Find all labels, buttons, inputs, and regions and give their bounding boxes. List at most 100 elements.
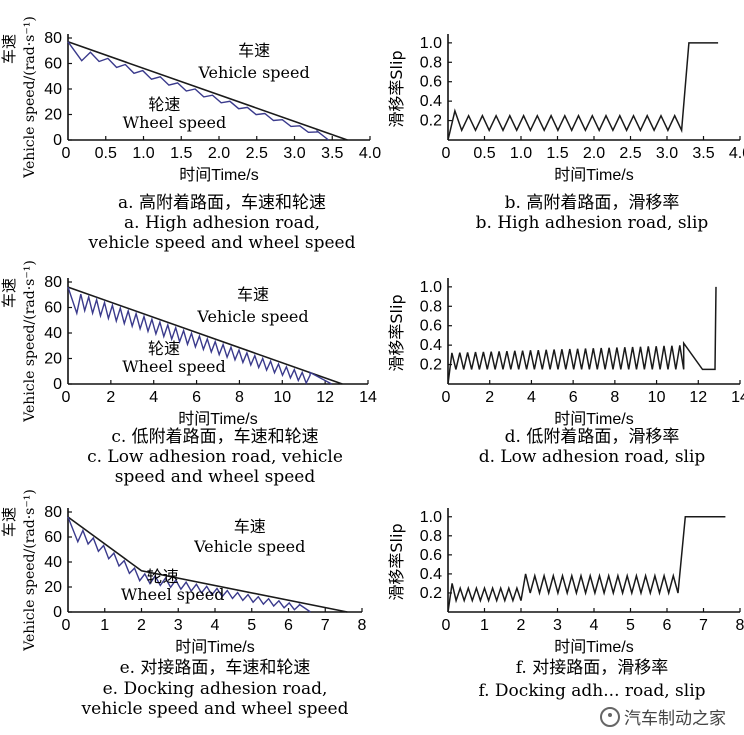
x-tick-label: 2.0 — [583, 145, 605, 162]
vehicle-speed-annotation: Vehicle speed — [197, 63, 309, 82]
x-tick-label: 2 — [137, 617, 146, 634]
vehicle-speed-annotation-cn: 车速 — [234, 517, 266, 536]
y-tick-label: 60 — [44, 529, 62, 546]
x-tick-label-origin: 0 — [62, 617, 71, 634]
wheel-speed-annotation-cn: 轮速 — [148, 95, 180, 114]
y-tick-label: 0.4 — [420, 566, 442, 583]
y-axis-label: 滑移率Slip — [387, 294, 406, 371]
caption-cn: a. 高附着路面，车速和轮速 — [118, 193, 326, 213]
y-axis-label: 滑移率Slip — [387, 523, 406, 600]
y-tick-label: 0.6 — [420, 74, 442, 91]
x-tick-label: 3.0 — [283, 145, 305, 162]
x-tick-label: 6 — [569, 389, 578, 406]
x-tick-label: 3 — [174, 617, 183, 634]
y-tick-label: 0.2 — [420, 357, 442, 374]
x-tick-label: 12 — [689, 389, 707, 406]
y-tick-label: 40 — [44, 554, 62, 571]
y-tick-label: 0 — [53, 376, 62, 393]
chart-panel-f: 1 2 3 4 5 6 7 8 00.2 0.4 0.6 0.8 1.0 时间Time/s 滑移率Slip f… — [387, 508, 744, 701]
x-tick-label: 1.5 — [546, 145, 568, 162]
x-tick-label: 14 — [359, 389, 377, 406]
caption-en-1: a. High adhesion road, — [124, 213, 320, 233]
vehicle-speed-line — [67, 41, 348, 141]
x-tick-label-origin: 0 — [62, 145, 71, 162]
y-tick-label: 60 — [44, 300, 62, 317]
y-tick-label: 80 — [44, 504, 62, 521]
y-tick-label: 60 — [44, 56, 62, 73]
vehicle-speed-annotation-cn: 车速 — [238, 41, 270, 60]
x-tick-label: 2 — [517, 617, 526, 634]
x-tick-label: 1.0 — [510, 145, 532, 162]
x-tick-label: 12 — [316, 389, 334, 406]
y-tick-label: 0 — [53, 132, 62, 149]
y-axis-label-cn: 车速 — [0, 34, 18, 64]
x-tick-label: 3 — [553, 617, 562, 634]
x-tick-label: 0.5 — [473, 145, 495, 162]
wheel-speed-annotation: Wheel speed — [122, 357, 226, 376]
wheel-speed-annotation: Wheel speed — [121, 585, 225, 604]
y-tick-label: 40 — [44, 325, 62, 342]
wheel-speed-annotation: Wheel speed — [123, 113, 227, 132]
caption-cn: d. 低附着路面，滑移率 — [505, 427, 680, 447]
x-tick-label: 4.0 — [359, 145, 381, 162]
x-tick-label: 1.5 — [170, 145, 192, 162]
caption-en-2: vehicle speed and wheel speed — [88, 233, 356, 253]
y-axis-label: Vehicle speed/(rad·s⁻¹) — [22, 260, 38, 423]
wheel-speed-line — [67, 286, 332, 385]
x-tick-label: 10 — [273, 389, 291, 406]
x-tick-label: 2.5 — [619, 145, 641, 162]
x-tick-label: 7 — [699, 617, 708, 634]
x-axis-label: 时间Time/s — [554, 166, 633, 184]
y-tick-label: 20 — [44, 351, 62, 368]
x-tick-label: 6 — [663, 617, 672, 634]
y-tick-label: 0.8 — [420, 298, 442, 315]
y-axis-label: Vehicle speed/(rad·s⁻¹) — [22, 16, 38, 179]
y-tick-label: 0.4 — [420, 337, 442, 354]
caption-cn: c. 低附着路面，车速和轮速 — [111, 427, 318, 447]
vehicle-speed-line — [67, 286, 343, 385]
x-tick-label: 8 — [358, 617, 367, 634]
y-tick-label: 0.2 — [420, 113, 442, 130]
watermark-text: 汽车制动之家 — [624, 709, 726, 729]
x-tick-label: 5 — [626, 617, 635, 634]
slip-line — [447, 286, 717, 385]
x-tick-label: 4 — [590, 617, 599, 634]
wheel-speed-annotation-cn: 轮速 — [148, 339, 180, 358]
x-tick-label: 3.5 — [692, 145, 714, 162]
x-axis-label: 时间Time/s — [178, 410, 257, 428]
x-axis-label: 时间Time/s — [554, 410, 633, 428]
y-axis-label-cn: 车速 — [0, 507, 18, 537]
slip-line — [447, 42, 719, 141]
caption-cn: f. 对接路面，滑移率 — [516, 658, 669, 678]
x-axis-label: 时间Time/s — [179, 166, 258, 184]
x-tick-label: 4 — [527, 389, 536, 406]
x-tick-label-origin: 0 — [62, 389, 71, 406]
chart-panel-b: 0.5 1.0 1.5 2.0 2.5 3.0 3.5 4.0 00.2 0.4 0.6 0.8 1.0… — [387, 34, 744, 233]
caption-en-1: e. Docking adhesion road, — [103, 679, 328, 699]
y-tick-label: 0.8 — [420, 54, 442, 71]
x-tick-label: 14 — [731, 389, 744, 406]
x-tick-label: 6 — [284, 617, 293, 634]
x-tick-label: 2 — [485, 389, 494, 406]
y-tick-label: 0.6 — [420, 318, 442, 335]
y-tick-label: 80 — [44, 274, 62, 291]
vehicle-speed-annotation: Vehicle speed — [196, 307, 308, 326]
caption-cn: b. 高附着路面，滑移率 — [505, 193, 680, 213]
x-tick-label-origin: 0 — [442, 145, 451, 162]
y-tick-label: 0.6 — [420, 547, 442, 564]
wheel-speed-line — [67, 516, 311, 613]
x-tick-label: 1 — [100, 617, 109, 634]
chart-panel-a: 0.5 1.0 1.5 2.0 2.5 3.0 3.5 4.0 00 20 40 60 80 时间Time… — [0, 16, 381, 253]
x-axis-label: 时间Time/s — [175, 638, 254, 656]
y-axis-label: Vehicle speed/(rad·s⁻¹) — [22, 489, 38, 652]
caption-en-1: b. High adhesion road, slip — [476, 213, 709, 233]
x-tick-label-origin: 0 — [442, 617, 451, 634]
vehicle-speed-line — [67, 516, 348, 613]
y-tick-label: 1.0 — [420, 35, 442, 52]
y-tick-label: 20 — [44, 579, 62, 596]
y-tick-label: 20 — [44, 107, 62, 124]
x-tick-label: 7 — [321, 617, 330, 634]
caption-en-2: vehicle speed and wheel speed — [81, 699, 349, 719]
